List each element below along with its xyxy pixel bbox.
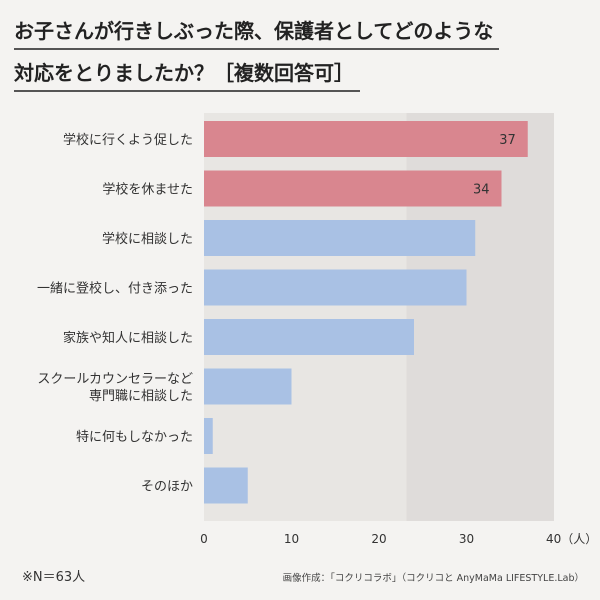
bar-8 [204, 467, 248, 504]
x-tick-label-30: 30 [459, 532, 474, 546]
category-label-3: 学校に相談した [102, 231, 193, 247]
category-label-5: 家族や知人に相談した [63, 330, 193, 346]
bar-1 [204, 121, 528, 157]
category-label-7: 特に何もしなかった [76, 429, 193, 445]
bar-3 [204, 220, 476, 256]
title-line-2: 対応をとりましたか？［複数回答可］ [14, 56, 360, 92]
category-label-8: そのほか [141, 480, 193, 495]
source-credit: 画像作成：「コクリコラボ」（コクリコと AnyMaMa LIFESTYLE.La… [282, 573, 584, 584]
bar-2 [204, 170, 502, 207]
category-label-2: 学校を休ませた [102, 182, 193, 198]
bar-7 [204, 418, 213, 454]
bar-4 [204, 269, 467, 306]
bar-6 [204, 368, 292, 405]
x-tick-label-10: 10 [284, 532, 299, 546]
x-tick-label-0: 0 [200, 532, 208, 546]
x-tick-label-20: 20 [371, 532, 386, 546]
data-label-2: 34 [473, 183, 490, 198]
category-label-6-line-1: スクールカウンセラーなど [37, 372, 193, 387]
category-label-1: 学校に行くよう促した [63, 132, 193, 148]
category-label-4: 一緒に登校し、付き添った [37, 281, 193, 297]
chart-title: お子さんが行きしぶった際、保護者としてどのような 対応をとりましたか？［複数回答… [14, 14, 586, 92]
x-tick-label-40: 40（人） [546, 532, 597, 546]
bar-5 [204, 319, 414, 355]
category-label-6-line-2: 専門職に相談した [89, 388, 193, 404]
data-label-1: 37 [499, 133, 516, 148]
title-line-1: お子さんが行きしぶった際、保護者としてどのような [14, 14, 500, 50]
sample-size-note: ※N＝63人 [22, 570, 86, 585]
